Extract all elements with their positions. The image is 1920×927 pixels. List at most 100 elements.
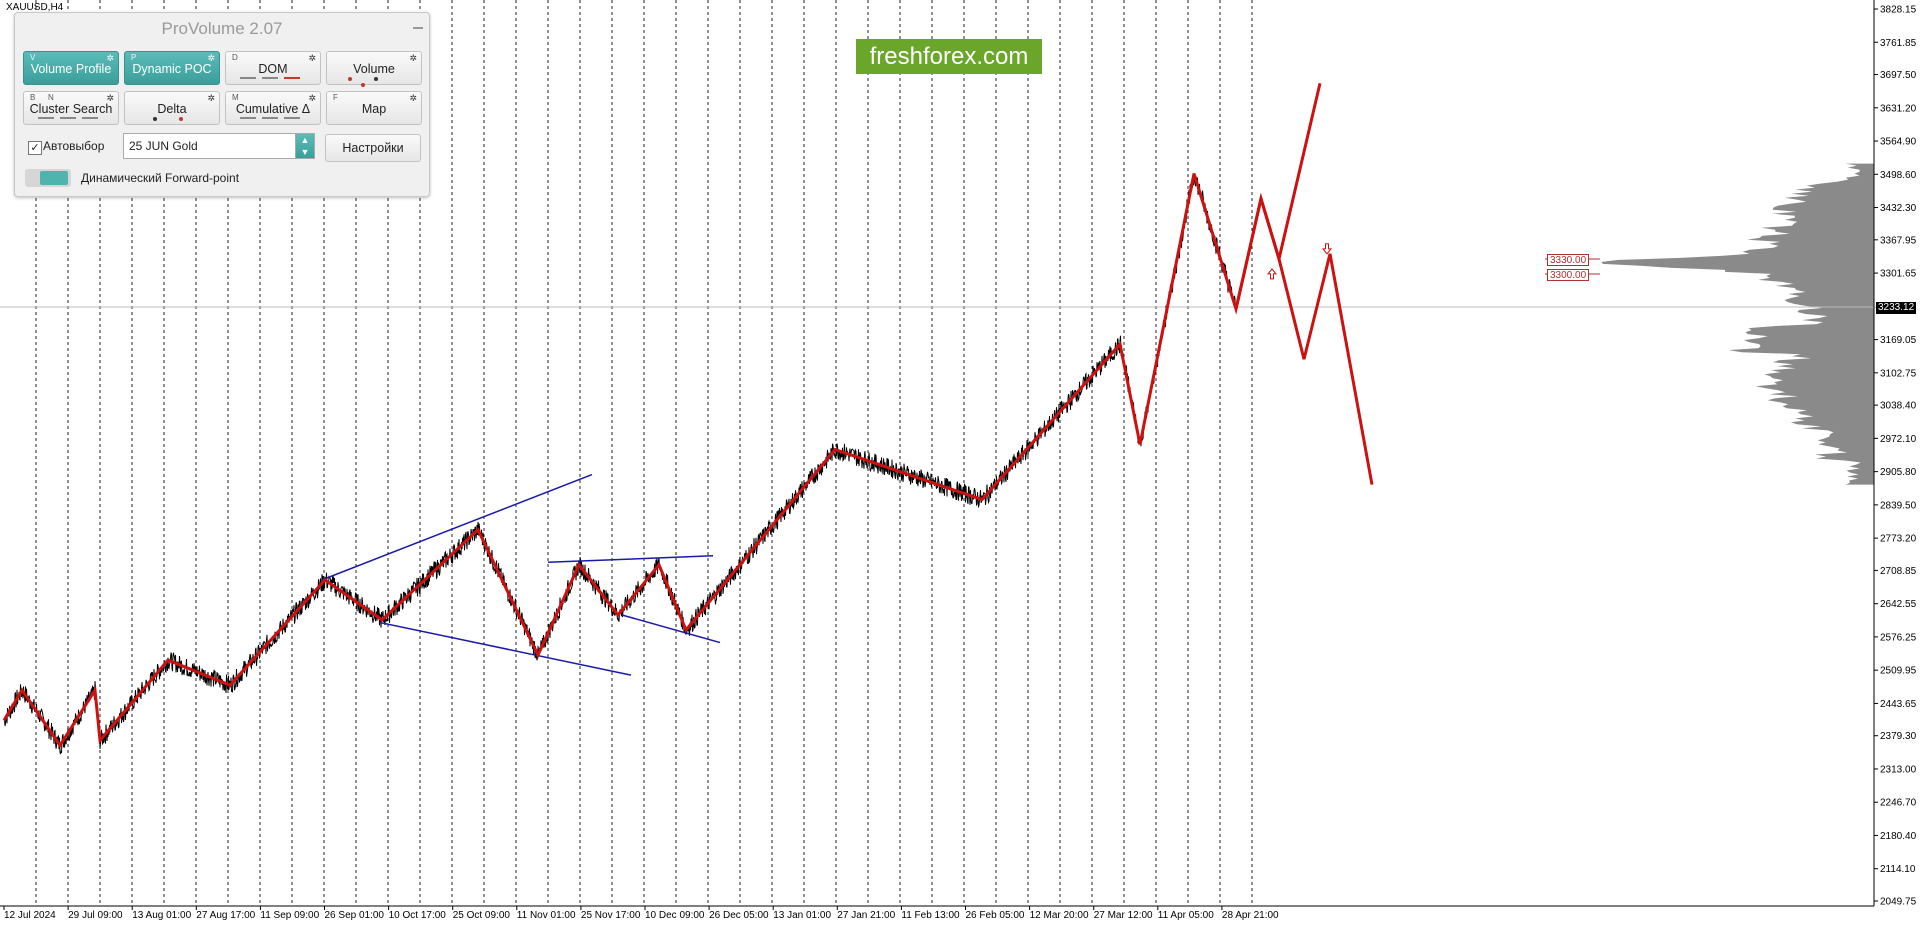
gear-icon[interactable]: ✲ [409,53,417,63]
price-tick-label: 3102.75 [1880,368,1917,379]
cumulative-indicator [236,117,310,121]
dom-indicator [236,77,310,81]
settings-button[interactable]: Настройки [325,134,421,162]
price-tick-label: 3169.05 [1880,335,1917,346]
time-tick-label: 29 Jul 09:00 [68,910,123,921]
hotkey-label: B [30,93,36,102]
price-tick-label: 2049.75 [1880,897,1917,908]
instrument-value: 25 JUN Gold [129,139,198,153]
down-arrow-icon [1321,243,1333,255]
hotkey-label: D [232,53,238,62]
time-tick-label: 13 Aug 01:00 [132,910,191,921]
time-tick-label: 11 Apr 05:00 [1158,910,1214,921]
zigzag-line [2,82,1322,749]
map-button[interactable]: F ✲ Map [326,91,422,125]
gear-icon[interactable]: ✲ [106,53,114,63]
hotkey-label: F [333,93,338,102]
time-tick-label: 28 Apr 21:00 [1222,910,1279,921]
projection-arrows [1266,243,1333,280]
volume-indicator [337,77,411,87]
gear-icon[interactable]: ✲ [207,93,215,103]
dom-label: DOM [258,62,288,76]
price-tick-label: 2905.80 [1880,467,1917,478]
gear-icon[interactable]: ✲ [308,93,316,103]
volume-profile-shape [1601,163,1874,485]
gear-icon[interactable]: ✲ [409,93,417,103]
autoselect-label: Автовыбор [43,139,105,153]
time-tick-label: 10 Oct 17:00 [389,910,447,921]
delta-button[interactable]: ✲ Delta [124,91,220,125]
time-tick-label: 26 Feb 05:00 [966,910,1025,921]
price-tick-label: 2246.70 [1880,798,1917,809]
price-tick-label: 3301.65 [1880,269,1917,280]
provolume-panel[interactable]: ProVolume 2.07 V ✲ Volume Profile P ✲ Dy… [14,12,430,197]
up-arrow-icon [1266,268,1278,280]
price-tick-label: 2576.25 [1880,632,1917,643]
price-tick-label: 3631.20 [1880,103,1917,114]
cluster-indicator [34,117,108,121]
time-tick-label: 12 Mar 20:00 [1030,910,1089,921]
volume-button[interactable]: ✲ Volume [326,51,422,87]
time-tick-label: 25 Oct 09:00 [453,910,511,921]
cluster-search-button[interactable]: B N ✲ Cluster Search [23,91,119,125]
price-tick-label: 2972.10 [1880,434,1917,445]
hotkey-label: M [232,93,239,102]
price-tick-label: 3697.50 [1880,70,1917,81]
level-tag-3300[interactable]: 3300.00 [1547,269,1590,281]
cumulative-delta-label: Cumulative Δ [235,102,311,116]
brand-logo: freshforex.com [856,39,1042,74]
price-tick-label: 2379.30 [1880,731,1917,742]
autoselect-checkbox[interactable]: ✓ [28,141,42,155]
delta-indicator [135,117,209,121]
time-tick-label: 11 Feb 13:00 [901,910,960,921]
time-tick-label: 26 Dec 05:00 [709,910,769,921]
minimize-icon[interactable] [413,27,423,29]
dynamic-poc-label: Dynamic POC [132,62,212,76]
hotkey-label: V [30,53,36,62]
gear-icon[interactable]: ✲ [308,53,316,63]
time-tick-label: 12 Jul 2024 [4,910,56,921]
price-tick-label: 2180.40 [1880,831,1917,842]
channel-line [547,555,714,564]
price-tick-label: 3038.40 [1880,401,1917,412]
price-tick-label: 2509.95 [1880,666,1917,677]
time-tick-label: 27 Jan 21:00 [837,910,895,921]
volume-profile-button[interactable]: V ✲ Volume Profile [23,51,119,85]
map-label: Map [361,102,387,116]
level-tag-3330[interactable]: 3330.00 [1547,254,1590,266]
price-tick-label: 2708.85 [1880,566,1917,577]
hotkey-label: P [131,53,137,62]
gear-icon[interactable]: ✲ [207,53,215,63]
price-tick-label: 3498.60 [1880,170,1917,181]
time-tick-label: 27 Mar 12:00 [1094,910,1153,921]
chevron-updown-icon[interactable]: ▲ ▼ [295,134,314,158]
price-tick-label: 2773.20 [1880,534,1917,545]
channel-line [621,614,721,644]
gear-icon[interactable]: ✲ [106,93,114,103]
price-tick-label: 3432.30 [1880,203,1917,214]
time-tick-label: 11 Nov 01:00 [517,910,576,921]
price-tick-label: 3761.85 [1880,38,1917,49]
dom-button[interactable]: D ✲ DOM [225,51,321,85]
price-tick-label: 3564.90 [1880,137,1917,148]
cluster-search-label: Cluster Search [29,102,113,116]
volume-label: Volume [353,62,395,76]
cumulative-delta-button[interactable]: M ✲ Cumulative Δ [225,91,321,125]
time-tick-label: 26 Sep 01:00 [325,910,385,921]
price-tick-label: 2114.10 [1880,864,1916,875]
channel-line [321,473,593,581]
dynamic-poc-button[interactable]: P ✲ Dynamic POC [124,51,220,85]
time-tick-label: 11 Sep 09:00 [260,910,319,921]
zigzag-wave-lines [2,82,1322,749]
channel-lines [321,473,721,676]
current-price-tag: 3233.12 [1876,302,1917,314]
delta-label: Delta [157,102,187,116]
forecast-path [1234,192,1374,485]
hotkey-label: N [48,93,54,102]
price-tick-label: 2839.50 [1880,500,1917,511]
time-tick-label: 27 Aug 17:00 [196,910,255,921]
price-tick-label: 3828.15 [1880,5,1917,16]
time-axis: 12 Jul 2024 29 Jul 09:00 13 Aug 01:00 27 Au… [3,906,1279,921]
instrument-select[interactable]: 25 JUN Gold ▲ ▼ [123,133,315,159]
forward-point-toggle[interactable] [25,169,71,187]
